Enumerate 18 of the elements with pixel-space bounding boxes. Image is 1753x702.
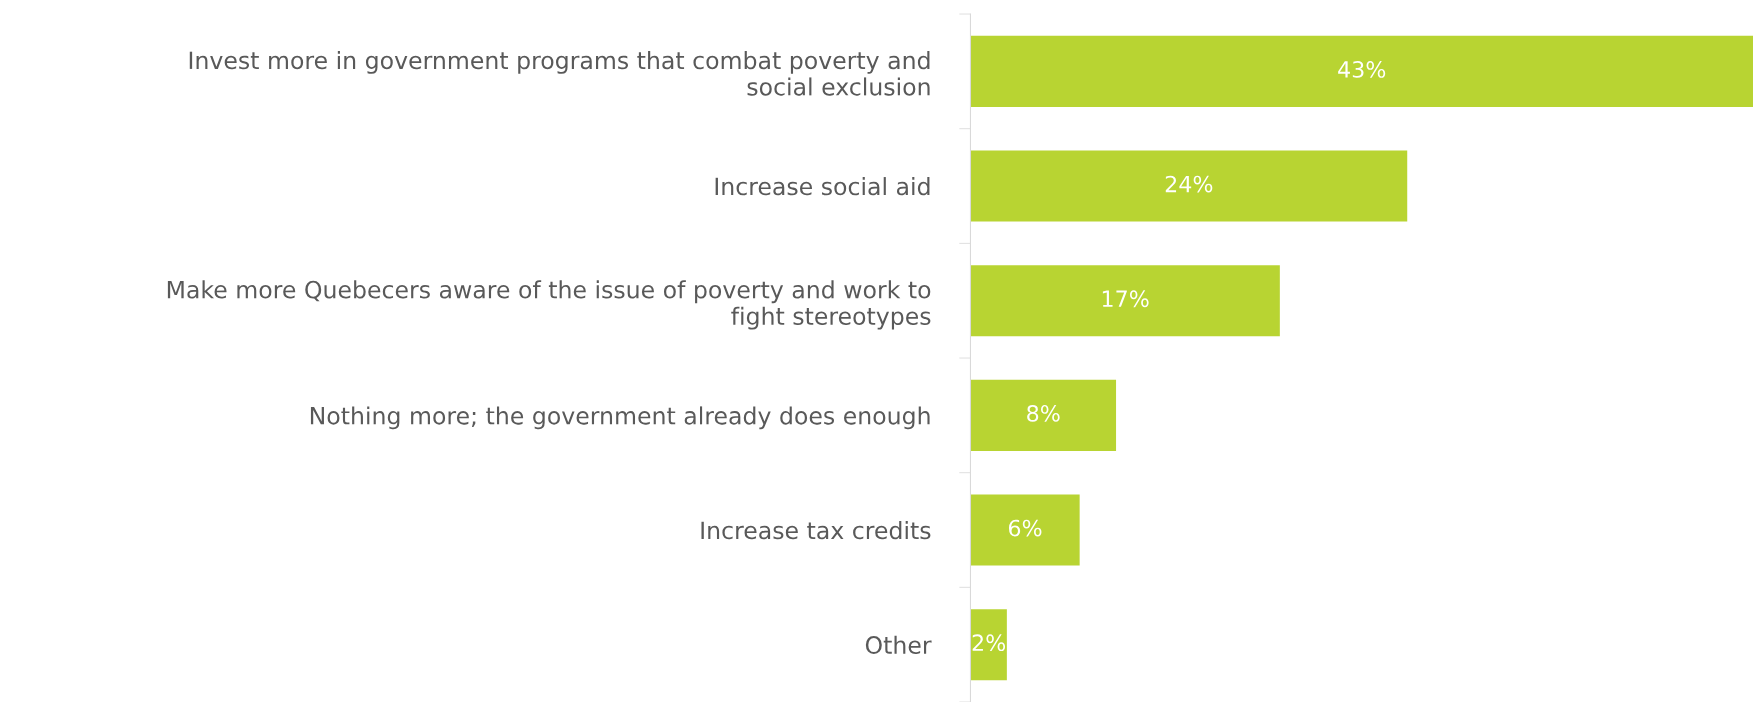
y-tick-label: Make more Quebecers aware of the issue of poverty and work to fight stereotypes [167, 280, 931, 330]
data-label: 17% [1102, 290, 1149, 308]
bar [970, 379, 1117, 451]
y-tick-label: Increase social aid [715, 177, 930, 196]
bar [970, 265, 1280, 337]
data-label: 6% [1008, 519, 1042, 537]
bar [970, 150, 1408, 222]
y-tick-label: Increase tax credits [701, 521, 931, 540]
data-label: 8% [1027, 404, 1060, 422]
data-label: 43% [1338, 61, 1386, 78]
y-tick-label: Nothing more; the government already does enough [310, 406, 930, 430]
y-tick-label: Other [865, 635, 932, 654]
data-label: 24% [1165, 175, 1213, 193]
bar [970, 494, 1080, 566]
data-label: 2% [972, 634, 1006, 652]
bar [970, 35, 1753, 107]
y-tick-label: Invest more in government programs that combat poverty and social exclusion [189, 50, 930, 96]
bar [970, 609, 1007, 681]
